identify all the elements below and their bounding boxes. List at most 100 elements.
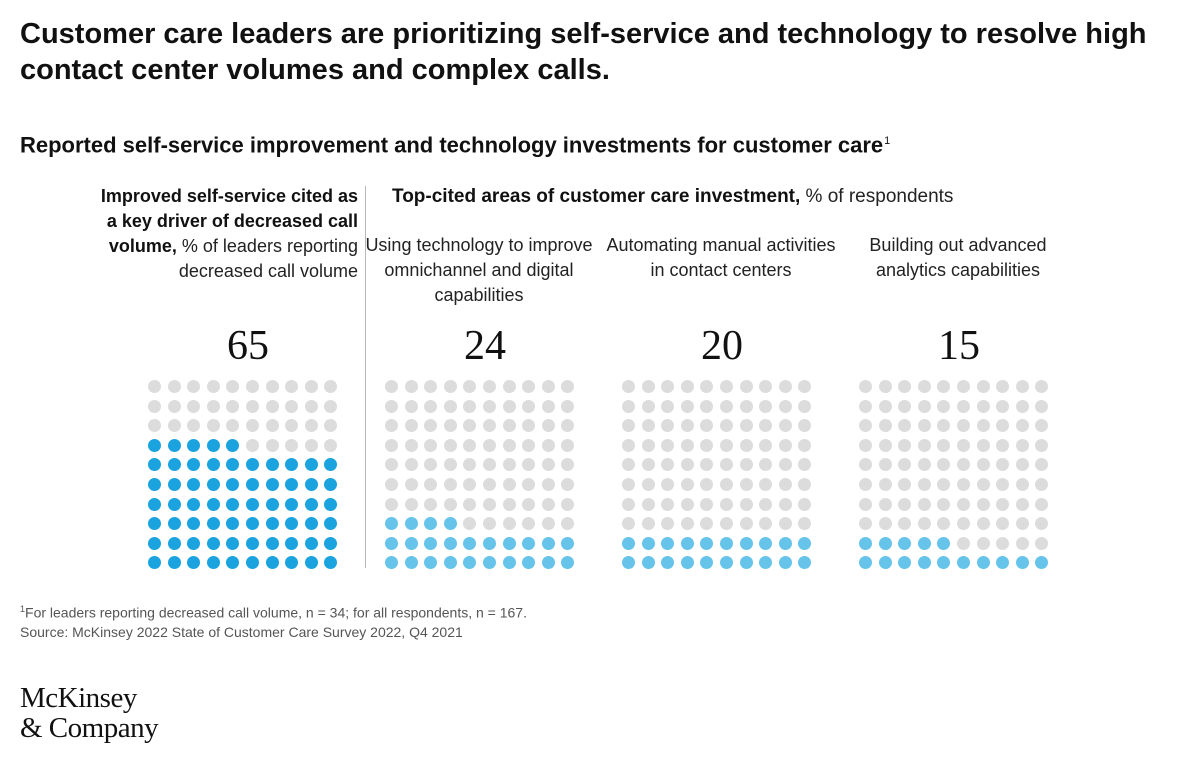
dot-empty bbox=[739, 497, 753, 511]
dot-empty bbox=[541, 380, 555, 393]
dot-filled bbox=[324, 517, 338, 531]
dot-empty bbox=[661, 478, 675, 491]
dot-filled bbox=[226, 458, 240, 472]
dot-empty bbox=[424, 497, 438, 511]
dot-empty bbox=[561, 517, 575, 531]
dot-empty bbox=[483, 497, 496, 511]
dot-empty bbox=[759, 438, 773, 452]
left-column-header: Improved self-service cited as a key dri… bbox=[88, 184, 358, 284]
dot-empty bbox=[443, 399, 457, 413]
dot-empty bbox=[522, 478, 536, 491]
category-label-omnichannel: Using technology to improve omnichannel … bbox=[365, 235, 593, 305]
dot-filled bbox=[187, 497, 201, 511]
dot-empty bbox=[898, 438, 912, 452]
dot-empty bbox=[641, 458, 655, 472]
dot-filled bbox=[404, 517, 418, 531]
dot-empty bbox=[265, 419, 279, 433]
dot-filled bbox=[285, 478, 299, 491]
dot-empty bbox=[917, 419, 931, 433]
dot-empty bbox=[502, 517, 516, 531]
dot-empty bbox=[720, 380, 733, 393]
dot-empty bbox=[463, 458, 477, 472]
dot-filled bbox=[859, 536, 872, 550]
dot-empty bbox=[424, 399, 438, 413]
dot-empty bbox=[759, 517, 773, 531]
dot-empty bbox=[463, 497, 477, 511]
dot-empty bbox=[541, 478, 555, 491]
dot-empty bbox=[700, 380, 714, 393]
dot-empty bbox=[739, 419, 753, 433]
dot-filled bbox=[917, 536, 931, 550]
logo-line-2: & Company bbox=[20, 712, 159, 744]
dot-empty bbox=[561, 419, 575, 433]
dot-empty bbox=[1035, 380, 1049, 393]
dot-empty bbox=[898, 419, 912, 433]
dot-empty bbox=[265, 438, 279, 452]
dot-empty bbox=[700, 497, 714, 511]
dot-empty bbox=[522, 497, 536, 511]
dot-filled bbox=[285, 497, 299, 511]
dot-empty bbox=[226, 419, 240, 433]
dot-empty bbox=[976, 517, 990, 531]
dot-empty bbox=[622, 380, 635, 393]
dot-filled bbox=[898, 536, 912, 550]
dot-empty bbox=[778, 478, 792, 491]
dot-empty bbox=[304, 380, 318, 393]
dot-filled bbox=[226, 497, 240, 511]
dot-filled bbox=[304, 497, 318, 511]
dot-empty bbox=[680, 438, 694, 452]
dot-empty bbox=[541, 458, 555, 472]
dot-empty bbox=[1035, 536, 1049, 550]
dot-empty bbox=[483, 517, 496, 531]
dot-empty bbox=[187, 380, 201, 393]
dot-empty bbox=[798, 380, 812, 393]
dot-empty bbox=[680, 380, 694, 393]
dot-filled bbox=[443, 517, 457, 531]
dot-empty bbox=[996, 517, 1010, 531]
dot-empty bbox=[720, 517, 733, 531]
dot-grid-self-service bbox=[148, 380, 338, 570]
dot-empty bbox=[700, 419, 714, 433]
dot-empty bbox=[661, 458, 675, 472]
value-omnichannel: 24 bbox=[464, 323, 506, 369]
dot-filled bbox=[778, 536, 792, 550]
dot-empty bbox=[957, 517, 970, 531]
dot-filled bbox=[424, 556, 438, 570]
footnote-marker: 1 bbox=[20, 604, 26, 614]
dot-empty bbox=[622, 517, 635, 531]
dot-filled bbox=[404, 556, 418, 570]
dot-filled bbox=[265, 536, 279, 550]
dot-empty bbox=[443, 458, 457, 472]
right-header-regular: % of respondents bbox=[800, 186, 954, 207]
dot-empty bbox=[898, 380, 912, 393]
dot-empty bbox=[463, 380, 477, 393]
dot-empty bbox=[404, 399, 418, 413]
dot-filled bbox=[483, 556, 496, 570]
dot-empty bbox=[859, 399, 872, 413]
dot-empty bbox=[680, 517, 694, 531]
dot-filled bbox=[167, 556, 181, 570]
dot-empty bbox=[324, 399, 338, 413]
dot-filled bbox=[622, 556, 635, 570]
dot-filled bbox=[246, 517, 259, 531]
chart-subtitle: Reported self-service improvement and te… bbox=[20, 126, 890, 160]
dot-empty bbox=[443, 478, 457, 491]
dot-empty bbox=[1035, 517, 1049, 531]
dot-empty bbox=[483, 380, 496, 393]
dot-empty bbox=[878, 380, 892, 393]
dot-filled bbox=[324, 556, 338, 570]
dot-filled bbox=[206, 478, 220, 491]
dot-empty bbox=[404, 380, 418, 393]
dot-empty bbox=[798, 399, 812, 413]
dot-filled bbox=[502, 556, 516, 570]
dot-empty bbox=[167, 399, 181, 413]
dot-empty bbox=[385, 419, 398, 433]
dot-filled bbox=[937, 536, 951, 550]
dot-empty bbox=[541, 419, 555, 433]
dot-filled bbox=[148, 458, 161, 472]
dot-filled bbox=[206, 497, 220, 511]
dot-empty bbox=[898, 517, 912, 531]
dot-empty bbox=[878, 478, 892, 491]
dot-empty bbox=[798, 478, 812, 491]
dot-empty bbox=[720, 438, 733, 452]
